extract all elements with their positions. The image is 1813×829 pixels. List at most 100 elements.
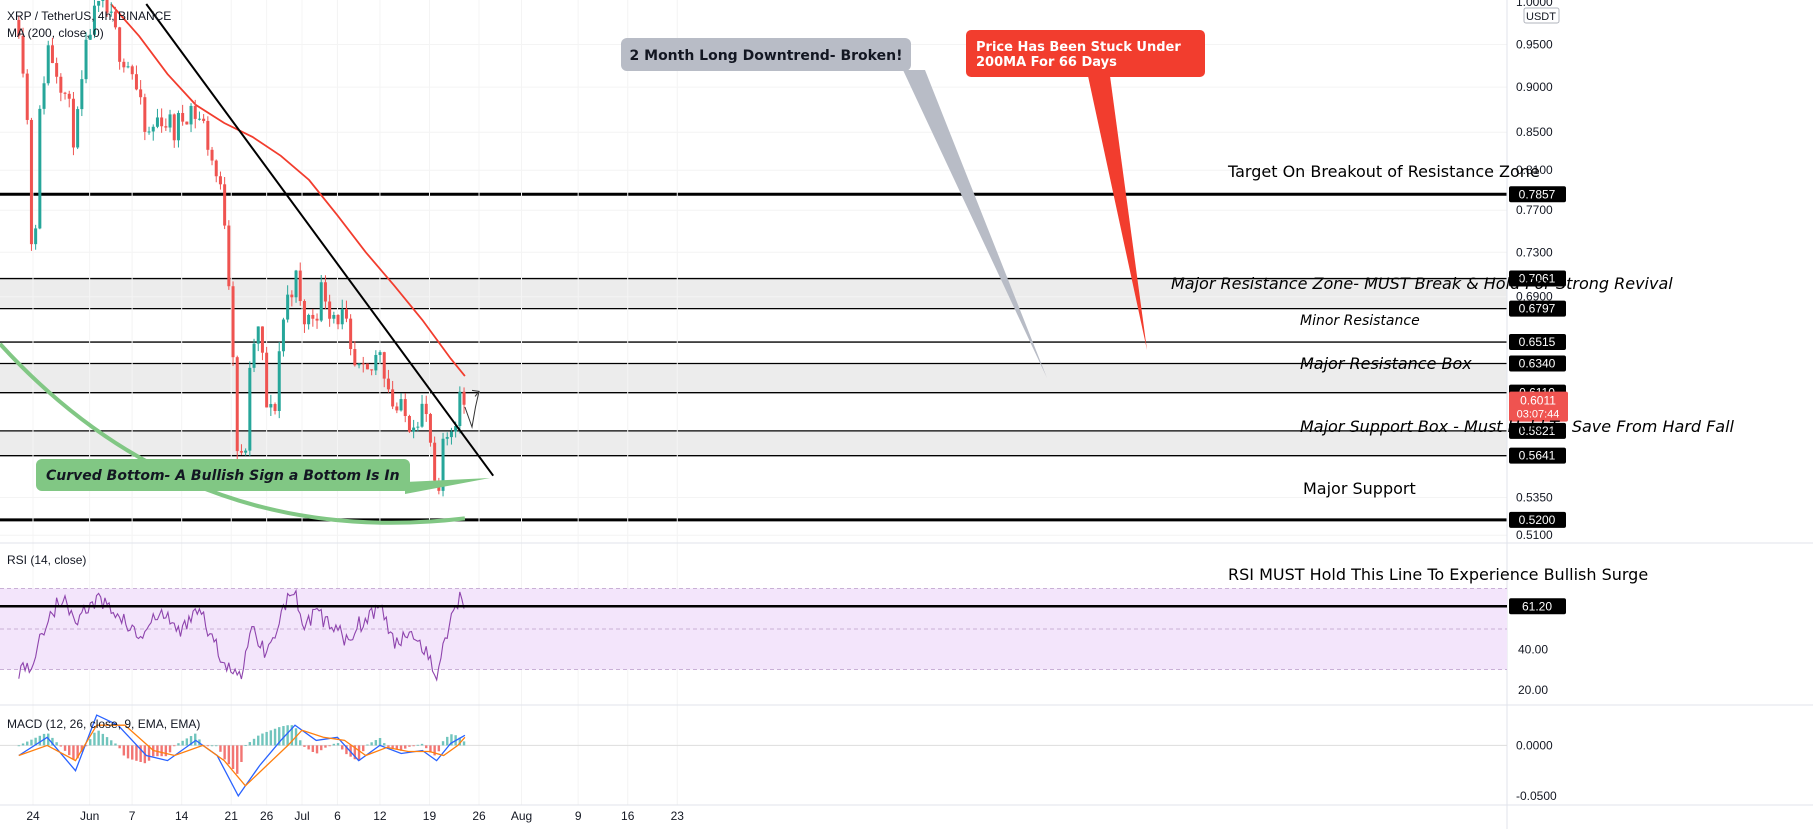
level-price-label: 0.5200 [1519,513,1556,527]
macd-histogram-bar [311,745,315,752]
candle-body [160,117,164,127]
candle-body [55,63,59,77]
support-box-label: Major Support Box - Must Hold To Save Fr… [1300,417,1735,436]
top-price-label: 1.0000 [1516,0,1553,9]
macd-histogram-bar [395,745,399,750]
level-price-label: 0.6797 [1519,302,1556,316]
macd-histogram-bar [223,745,226,760]
macd-histogram-bar [462,741,466,746]
resistance-zone-box [0,278,1507,309]
macd-histogram-bar [114,743,117,746]
macd-histogram-bar [110,740,113,746]
macd-histogram-bar [399,745,403,751]
resistance-box [0,363,1507,393]
currency-label: USDT [1526,11,1556,23]
curved-bottom-pointer [405,478,490,494]
candle-body [235,357,239,452]
macd-histogram-bar [412,745,415,747]
macd-histogram-bar [118,745,121,749]
candle-body [202,118,206,121]
x-tick-label: 12 [373,809,387,823]
candle-body [424,403,428,415]
macd-histogram-bar [76,745,79,759]
candle-body [50,45,54,64]
downtrend-callout-text: 2 Month Long Downtrend- Broken! [630,48,903,64]
macd-histogram-bar [433,745,436,756]
candle-body [172,114,176,141]
macd-histogram-bar [378,738,382,746]
macd-histogram-bar [240,745,243,762]
macd-histogram-bar [286,725,289,746]
macd-histogram-bar [84,745,88,747]
macd-tick-label: 0.0000 [1516,738,1553,752]
minor-resistance-label: Minor Resistance [1300,313,1420,329]
zones-layer [0,192,1507,522]
candle-body [76,109,80,148]
macd-title: MACD (12, 26, close, 9, EMA, EMA) [7,717,200,731]
level-price-label: 0.6340 [1519,357,1556,371]
macd-histogram-bar [273,728,277,746]
candle-body [147,131,151,133]
level-price-label: 0.5641 [1519,449,1556,463]
y-tick-label: 0.5350 [1516,490,1553,504]
macd-histogram-bar [59,745,63,747]
macd-histogram-bar [160,745,163,757]
candle-body [143,97,147,132]
current-price-label: 0.6011 [1520,394,1556,408]
macd-histogram-bar [17,745,21,747]
level-price-tag [1509,270,1566,287]
macd-histogram-bar [164,745,168,757]
macd-histogram-bar [177,743,180,746]
candle-body [433,442,437,481]
macd-histogram-bar [185,738,189,746]
macd-histogram-bar [282,726,285,746]
ma-callout-line1: Price Has Been Stuck Under [976,40,1181,55]
candle-body [38,108,42,229]
candle-body [113,11,117,28]
macd-signal-line [18,724,466,787]
y-tick-label: 0.8500 [1516,125,1553,139]
macd-histogram-bar [72,745,75,760]
candle-body [441,438,445,491]
macd-histogram-bar [341,745,344,750]
macd-histogram-bar [307,745,310,750]
macd-histogram-bar [441,741,445,746]
level-price-tag [1509,447,1566,464]
macd-histogram-bar [131,745,134,760]
target-label: Target On Breakout of Resistance Zone [1227,162,1540,181]
candle-body [105,0,109,13]
x-tick-label: 24 [26,809,40,823]
macd-histogram-bar [206,745,210,747]
macd-histogram-bar [332,743,336,746]
downtrend-callout-box [621,38,911,71]
downtrend-callout-pointer [903,70,1047,378]
macd-histogram-bar [248,742,252,746]
macd-histogram-bar [101,733,105,746]
candle-body [97,0,101,6]
macd-histogram-bar [290,725,294,746]
macd-tick-label: -0.0500 [1516,789,1557,803]
macd-histogram-bar [303,745,306,747]
candle-body [323,282,327,302]
x-tick-label: 9 [575,809,582,823]
level-price-tag [1509,334,1566,351]
candle-body [25,73,29,120]
candle-body [399,399,403,411]
candle-body [197,118,201,120]
rsi-layer [0,587,1507,682]
candle-body [252,343,256,368]
countdown-label: 03:07:44 [1517,409,1560,421]
symbol-title: XRP / TetherUS, 4h, BINANCE [7,9,171,23]
macd-histogram-bar [26,741,29,746]
candle-body [17,19,21,36]
level-price-tag [1509,186,1566,203]
candle-body [294,270,298,298]
macd-histogram-bar [135,745,138,761]
axis-layer: 24 Jun 7 14 21 26 Jul 6 12 19 26 Aug 9 16 23 0.9500 0.90… [26,0,1568,823]
macd-histogram-bar [353,745,357,760]
current-price-tag [1509,391,1568,422]
candle-body [71,98,75,148]
labels-layer: XRP / TetherUS, 4h, BINANCE MA (200, clos… [7,9,1735,731]
macd-histogram-bar [437,745,441,752]
